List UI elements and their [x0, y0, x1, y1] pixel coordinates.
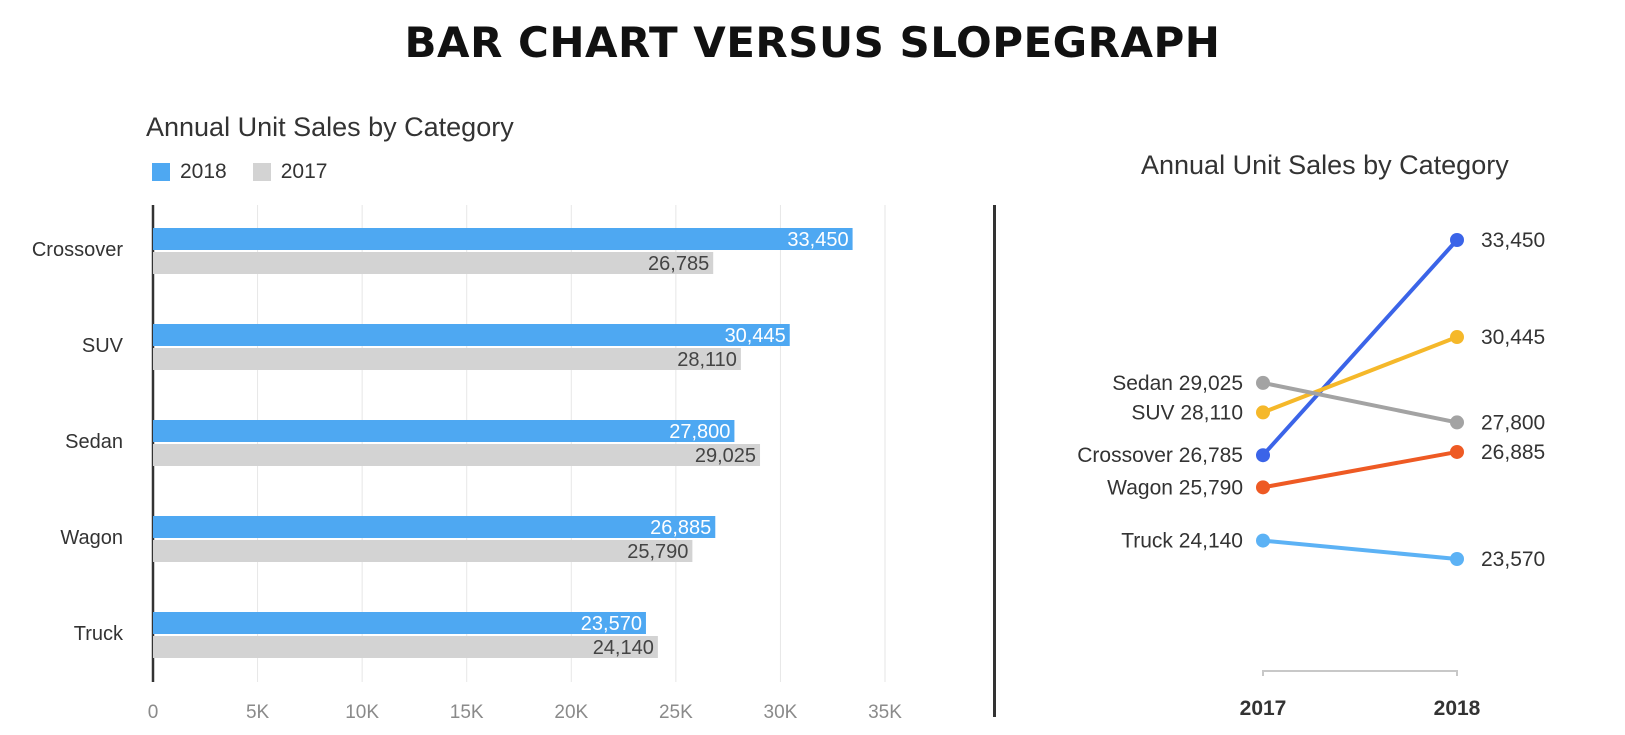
slope-line-truck — [1261, 538, 1459, 561]
slope-label-suv-2017: SUV 28,110 — [1131, 401, 1243, 424]
slope-line-suv — [1261, 335, 1459, 415]
slope-label-crossover-2017: Crossover 26,785 — [1077, 444, 1243, 467]
legend-swatch-2017 — [252, 163, 271, 181]
slope-label-truck-2017: Truck 24,140 — [1121, 530, 1243, 553]
bar-value-label-wagon-2018: 26,885 — [650, 517, 711, 539]
slope-label-suv-2018: 30,445 — [1481, 326, 1545, 349]
category-label-crossover: Crossover — [32, 239, 123, 261]
main-title: BAR CHART VERSUS SLOPEGRAPH — [404, 18, 1221, 67]
bar-suv-2017 — [153, 348, 741, 370]
slope-point-truck-2018 — [1450, 552, 1464, 566]
bar-wagon-2018 — [153, 516, 716, 538]
bar-suv-2018 — [153, 324, 790, 346]
bar-chart-legend: 2018 2017 — [152, 160, 353, 184]
slope-label-wagon-2018: 26,885 — [1481, 441, 1545, 464]
slope-point-sedan-2017 — [1256, 375, 1270, 390]
bar-value-label-suv-2018: 30,445 — [725, 325, 786, 347]
bar-chart-title: Annual Unit Sales by Category — [146, 112, 514, 142]
bar-truck-2018 — [153, 612, 646, 634]
slope-point-crossover-2017 — [1256, 448, 1270, 463]
chart-divider — [993, 205, 996, 717]
category-label-truck: Truck — [74, 623, 124, 645]
category-label-suv: SUV — [82, 335, 124, 357]
slopegraph-title: Annual Unit Sales by Category — [1141, 150, 1509, 180]
x-tick-label-0: 0 — [148, 702, 159, 723]
slope-line-wagon — [1261, 449, 1459, 490]
bar-truck-2017 — [153, 636, 658, 658]
bar-value-label-suv-2017: 28,110 — [677, 349, 737, 371]
bar-value-label-truck-2017: 24,140 — [593, 637, 654, 659]
x-tick-label-5k: 5K — [246, 702, 270, 723]
legend-swatch-2018 — [152, 163, 170, 181]
slope-point-suv-2017 — [1256, 405, 1270, 420]
slope-label-wagon-2017: Wagon 25,790 — [1107, 476, 1243, 499]
slope-point-sedan-2018 — [1450, 415, 1464, 430]
slope-point-wagon-2017 — [1256, 480, 1270, 495]
bar-value-label-crossover-2018: 33,450 — [787, 229, 848, 251]
legend-item-2017: 2017 — [252, 160, 328, 184]
x-tick-label-25k: 25K — [659, 702, 693, 723]
slope-label-sedan-2018: 27,800 — [1481, 411, 1545, 434]
bar-value-label-crossover-2017: 26,785 — [648, 253, 709, 275]
legend-label-2018: 2018 — [180, 160, 227, 183]
bar-sedan-2017 — [153, 444, 761, 466]
slopegraph-x-label-2018: 2018 — [1434, 697, 1481, 720]
legend-item-2018: 2018 — [152, 160, 227, 184]
slope-point-truck-2017 — [1256, 533, 1270, 548]
legend-label-2017: 2017 — [280, 160, 328, 183]
x-tick-label-20k: 20K — [554, 702, 588, 723]
bar-value-label-sedan-2018: 27,800 — [669, 421, 730, 443]
x-tick-label-35k: 35K — [868, 702, 902, 723]
slope-point-wagon-2018 — [1450, 444, 1464, 459]
slope-line-sedan — [1261, 380, 1459, 425]
slope-point-crossover-2018 — [1450, 233, 1464, 247]
bar-crossover-2017 — [153, 252, 714, 274]
bar-sedan-2018 — [153, 420, 735, 442]
x-tick-label-30k: 30K — [764, 702, 798, 723]
x-tick-label-15k: 15K — [450, 702, 484, 723]
category-label-wagon: Wagon — [60, 527, 123, 549]
slopegraph-x-axis — [1262, 670, 1458, 676]
bar-crossover-2018 — [153, 228, 853, 250]
slope-label-truck-2018: 23,570 — [1481, 548, 1545, 571]
x-tick-label-10k: 10K — [345, 702, 379, 723]
category-label-sedan: Sedan — [65, 431, 123, 453]
bar-value-label-truck-2018: 23,570 — [581, 613, 642, 635]
slope-label-crossover-2018: 33,450 — [1481, 229, 1545, 252]
bar-value-label-sedan-2017: 29,025 — [695, 445, 756, 467]
bar-wagon-2017 — [153, 540, 693, 562]
bar-value-label-wagon-2017: 25,790 — [627, 541, 688, 563]
slope-label-sedan-2017: Sedan 29,025 — [1112, 372, 1243, 395]
slopegraph-x-label-2017: 2017 — [1240, 697, 1287, 720]
slope-line-crossover — [1261, 238, 1459, 458]
slope-point-suv-2018 — [1450, 330, 1464, 345]
